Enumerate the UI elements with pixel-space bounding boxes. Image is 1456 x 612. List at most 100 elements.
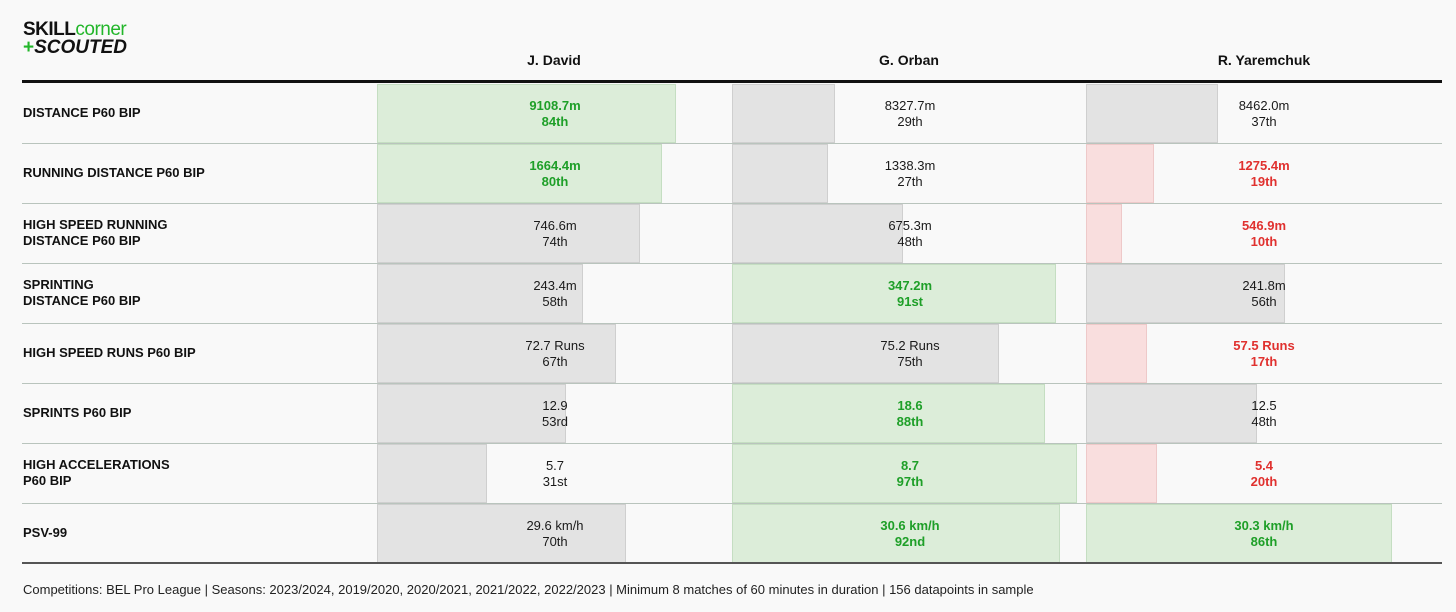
metric-cell: 30.6 km/h 92nd [732, 504, 1060, 563]
table-row: SPRINTING DISTANCE P60 BIP 243.4m 58th 347.… [22, 263, 1442, 323]
table-row: HIGH SPEED RUNS P60 BIP 72.7 Runs 67th 75.2… [22, 323, 1442, 383]
column-header-player-3: R. Yaremchuk [1217, 52, 1311, 68]
metric-value: 5.7 [545, 457, 565, 473]
metric-value: 8462.0m [1238, 97, 1290, 113]
metric-value: 30.6 km/h [880, 517, 940, 533]
percentile-rank: 56th [1251, 293, 1277, 309]
row-divider [22, 383, 1442, 384]
row-divider [22, 323, 1442, 324]
percentile-rank: 20th [1250, 473, 1278, 489]
percentile-rank: 29th [897, 113, 923, 129]
metric-value-label: 5.4 20th [1086, 444, 1442, 503]
percentile-bar [1086, 204, 1122, 263]
metric-value: 12.9 [542, 397, 568, 413]
metric-cell: 12.5 48th [1086, 384, 1384, 443]
metric-cell: 9108.7m 84th [377, 84, 676, 143]
percentile-bar [377, 264, 583, 323]
percentile-bar [732, 84, 835, 143]
metric-value: 9108.7m [529, 97, 581, 113]
metric-cell: 243.4m 58th [377, 264, 675, 323]
percentile-rank: 74th [542, 233, 568, 249]
percentile-bar [732, 264, 1056, 323]
percentile-rank: 75th [897, 353, 923, 369]
table-row: PSV-99 29.6 km/h 70th 30.6 km/h 92nd 30.3 km/… [22, 503, 1442, 563]
metric-value: 18.6 [897, 397, 923, 413]
metric-value: 243.4m [533, 277, 577, 293]
metric-value: 75.2 Runs [880, 337, 940, 353]
percentile-rank: 17th [1250, 353, 1278, 369]
metric-cell: 5.7 31st [377, 444, 675, 503]
metric-value-label: 75.2 Runs 75th [732, 324, 1088, 383]
logo-corner-text: corner [75, 19, 127, 40]
skillcorner-scouted-logo: SKILLcorner +SCOUTED [23, 20, 127, 57]
metric-value-label: 347.2m 91st [732, 264, 1088, 323]
metric-value-label: 675.3m 48th [732, 204, 1088, 263]
metric-cell: 72.7 Runs 67th [377, 324, 675, 383]
row-divider [22, 263, 1442, 264]
metric-value-label: 30.3 km/h 86th [1086, 504, 1442, 563]
metric-value-label: 8462.0m 37th [1086, 84, 1442, 143]
metric-value-label: 29.6 km/h 70th [377, 504, 733, 563]
metric-value: 675.3m [888, 217, 932, 233]
metric-label: RUNNING DISTANCE P60 BIP [23, 165, 205, 180]
percentile-bar [377, 144, 662, 203]
percentile-bar [377, 84, 676, 143]
metric-value-label: 30.6 km/h 92nd [732, 504, 1088, 563]
percentile-rank: 67th [542, 353, 568, 369]
percentile-rank: 10th [1250, 233, 1278, 249]
metric-value-label: 72.7 Runs 67th [377, 324, 733, 383]
metric-value: 5.4 [1254, 457, 1274, 473]
metric-label: SPRINTS P60 BIP [23, 405, 132, 420]
metric-value: 241.8m [1242, 277, 1286, 293]
table-row: HIGH SPEED RUNNING DISTANCE P60 BIP 746.6… [22, 203, 1442, 263]
metric-value: 1275.4m [1238, 157, 1290, 173]
metric-cell: 5.4 20th [1086, 444, 1384, 503]
percentile-bar [732, 384, 1045, 443]
metric-value-label: 1338.3m 27th [732, 144, 1088, 203]
percentile-rank: 91st [896, 293, 924, 309]
percentile-bar [1086, 324, 1147, 383]
percentile-bar [1086, 444, 1157, 503]
logo-skill-text: SKILL [23, 19, 76, 40]
percentile-rank: 70th [542, 533, 568, 549]
metric-cell: 347.2m 91st [732, 264, 1056, 323]
percentile-bar [377, 324, 616, 383]
metric-value-label: 241.8m 56th [1086, 264, 1442, 323]
metric-label: HIGH SPEED RUNS P60 BIP [23, 345, 196, 360]
percentile-rank: 48th [1251, 413, 1277, 429]
header-rule [22, 80, 1442, 83]
percentile-rank: 37th [1251, 113, 1277, 129]
metric-cell: 8327.7m 29th [732, 84, 1030, 143]
percentile-bar [732, 144, 828, 203]
percentile-rank: 92nd [894, 533, 926, 549]
metric-cell: 57.5 Runs 17th [1086, 324, 1384, 383]
row-divider [22, 443, 1442, 444]
percentile-rank: 84th [541, 113, 569, 129]
metric-cell: 29.6 km/h 70th [377, 504, 675, 563]
metric-cell: 18.6 88th [732, 384, 1045, 443]
metric-cell: 1664.4m 80th [377, 144, 675, 203]
percentile-bar [732, 444, 1077, 503]
percentile-bar [732, 324, 999, 383]
metric-value: 29.6 km/h [526, 517, 584, 533]
metric-value: 1664.4m [529, 157, 581, 173]
table-row: DISTANCE P60 BIP 9108.7m 84th 8327.7m 29th 84… [22, 83, 1442, 143]
percentile-rank: 19th [1250, 173, 1278, 189]
row-divider [22, 203, 1442, 204]
table-row: HIGH ACCELERATIONS P60 BIP 5.7 31st 8.7 97th… [22, 443, 1442, 503]
metric-value-label: 57.5 Runs 17th [1086, 324, 1442, 383]
row-divider [22, 143, 1442, 144]
metric-cell: 30.3 km/h 86th [1086, 504, 1392, 563]
percentile-bar [1086, 84, 1218, 143]
metric-value-label: 1275.4m 19th [1086, 144, 1442, 203]
metric-cell: 241.8m 56th [1086, 264, 1384, 323]
percentile-rank: 58th [542, 293, 568, 309]
column-header-player-2: G. Orban [879, 52, 939, 68]
metric-label: SPRINTING DISTANCE P60 BIP [23, 277, 141, 308]
metric-label: HIGH ACCELERATIONS P60 BIP [23, 457, 170, 488]
percentile-rank: 31st [542, 473, 568, 489]
percentile-rank: 86th [1250, 533, 1278, 549]
percentile-rank: 48th [897, 233, 923, 249]
metric-cell: 1275.4m 19th [1086, 144, 1384, 203]
metric-cell: 8462.0m 37th [1086, 84, 1384, 143]
